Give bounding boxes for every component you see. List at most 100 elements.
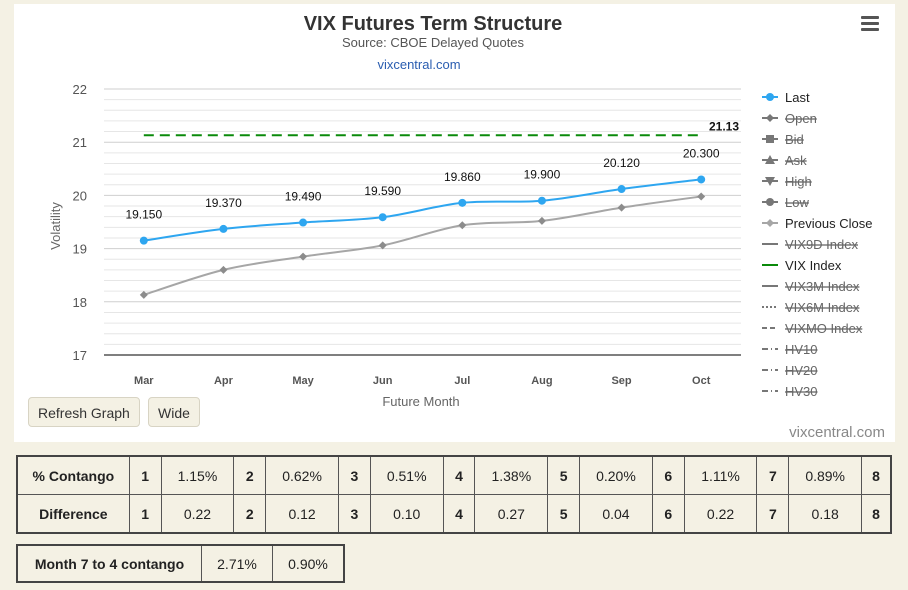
y-tick-label: 17 — [73, 348, 87, 363]
last-point — [219, 224, 228, 233]
legend-item-label[interactable]: HV10 — [785, 342, 818, 357]
table-row: Difference 1 0.22 2 0.12 3 0.10 4 0.27 5 0.04 6 0.22… — [16, 494, 892, 534]
legend-marker — [766, 135, 774, 143]
month-contango-table: Month 7 to 4 contango 2.71% 0.90% — [16, 544, 345, 583]
last-point — [617, 185, 626, 194]
y-axis-title: Volatility — [48, 202, 63, 250]
value-cell: 0.22 — [683, 494, 758, 534]
month-index-cell: 4 — [442, 455, 476, 495]
legend-item-label[interactable]: VIX3M Index — [785, 279, 860, 294]
y-tick-label: 22 — [73, 82, 87, 97]
y-tick-label: 20 — [73, 188, 87, 203]
month-index-cell: 6 — [651, 455, 685, 495]
row-label: % Contango — [16, 455, 130, 495]
value-cell: 0.27 — [474, 494, 549, 534]
month-index-cell: 1 — [128, 455, 162, 495]
last-point — [458, 198, 467, 207]
month-index-cell: 7 — [756, 455, 790, 495]
last-data-label: 19.590 — [364, 184, 401, 198]
x-tick-label: Jul — [454, 375, 470, 387]
legend-item-label[interactable]: VIXMO Index — [785, 321, 863, 336]
month-index-cell: 2 — [233, 455, 267, 495]
last-point — [697, 175, 706, 184]
x-tick-label: Sep — [611, 375, 631, 387]
legend-item-label[interactable]: Open — [785, 111, 817, 126]
value-cell: 1.15% — [160, 455, 235, 495]
month-contango-label: Month 7 to 4 contango — [16, 544, 202, 583]
chart: VIX Futures Term Structure Source: CBOE … — [48, 13, 872, 409]
month-index-cell: 1 — [128, 494, 162, 534]
x-tick-label: Aug — [531, 375, 552, 387]
vix-index-label: 21.13 — [709, 119, 739, 133]
month-contango-value: 2.71% — [201, 544, 273, 583]
value-cell: 0.12 — [265, 494, 339, 534]
value-cell: 0.04 — [579, 494, 653, 534]
last-data-label: 19.860 — [444, 170, 481, 184]
legend-item-label[interactable]: Previous Close — [785, 216, 872, 231]
chart-subtitle: Source: CBOE Delayed Quotes — [342, 35, 525, 50]
month-index-cell: 5 — [547, 494, 581, 534]
table-row: Month 7 to 4 contango 2.71% 0.90% — [16, 544, 345, 583]
legend-marker — [765, 155, 775, 164]
previous-close-point — [537, 216, 546, 225]
month-index-cell: 3 — [337, 455, 371, 495]
source-link[interactable]: vixcentral.com — [377, 57, 460, 72]
value-cell: 0.51% — [369, 455, 444, 495]
legend-marker — [766, 198, 774, 206]
y-tick-label: 19 — [73, 242, 87, 257]
x-tick-label: Apr — [214, 375, 234, 387]
contango-table: % Contango 1 1.15% 2 0.62% 3 0.51% 4 1.38% 5 0.20%… — [16, 455, 892, 534]
legend-item-label[interactable]: Ask — [785, 153, 807, 168]
legend-marker — [765, 177, 775, 186]
previous-close-point — [617, 203, 626, 212]
y-tick-label: 18 — [73, 295, 87, 310]
value-cell: 1.11% — [683, 455, 758, 495]
chart-panel: VIX Futures Term Structure Source: CBOE … — [14, 4, 895, 442]
legend-item-label[interactable]: High — [785, 174, 812, 189]
month-index-cell: 5 — [547, 455, 581, 495]
value-cell: 0.20% — [579, 455, 653, 495]
legend-item-label[interactable]: HV20 — [785, 363, 818, 378]
axes: 17 18 19 20 21 22 Mar Apr May Jun Jul Aug Sep Oct — [73, 82, 741, 387]
legend-item-label[interactable]: VIX Index — [785, 258, 842, 273]
refresh-graph-button[interactable]: Refresh Graph — [28, 397, 140, 427]
month-index-cell: 6 — [651, 494, 685, 534]
table-row: % Contango 1 1.15% 2 0.62% 3 0.51% 4 1.38% 5 0.20%… — [16, 455, 892, 495]
last-data-label: 19.370 — [205, 196, 242, 210]
value-cell: 1.38% — [474, 455, 549, 495]
x-tick-label: May — [292, 375, 314, 387]
previous-close-point — [378, 241, 387, 250]
legend-item-label[interactable]: Low — [785, 195, 809, 210]
legend-item-label[interactable]: Last — [785, 90, 810, 105]
month-contango-value: 0.90% — [272, 544, 345, 583]
last-point — [139, 236, 148, 245]
month-index-cell: 2 — [233, 494, 267, 534]
last-data-label: 19.150 — [125, 208, 162, 222]
previous-close-point — [458, 221, 467, 230]
hamburger-menu-icon[interactable] — [861, 16, 879, 32]
last-line — [143, 178, 702, 242]
legend-item-label[interactable]: Bid — [785, 132, 804, 147]
x-axis-title: Future Month — [382, 394, 459, 409]
last-data-label: 19.490 — [285, 190, 322, 204]
legend-item-label[interactable]: VIX9D Index — [785, 237, 858, 252]
previous-close-point — [697, 192, 706, 201]
chart-credit[interactable]: vixcentral.com — [789, 424, 885, 441]
last-data-label: 20.300 — [683, 146, 720, 160]
previous-close-point — [299, 252, 308, 261]
month-index-cell: 8 — [861, 455, 892, 495]
legend-marker — [766, 93, 774, 101]
chart-title: VIX Futures Term Structure — [304, 13, 563, 35]
wide-button[interactable]: Wide — [148, 397, 200, 427]
legend-marker — [766, 114, 774, 122]
last-data-label: 20.120 — [603, 156, 640, 170]
last-data-label: 19.900 — [524, 168, 561, 182]
legend-item-label[interactable]: HV30 — [785, 384, 818, 399]
value-cell: 0.10 — [369, 494, 444, 534]
legend-item-label[interactable]: VIX6M Index — [785, 300, 860, 315]
legend-marker — [766, 219, 774, 227]
previous-close-point — [139, 290, 148, 299]
x-tick-label: Oct — [692, 375, 711, 387]
value-cell: 0.62% — [265, 455, 339, 495]
legend: Last Open Bid Ask High Low Previous Close VIX9D… — [762, 90, 872, 399]
